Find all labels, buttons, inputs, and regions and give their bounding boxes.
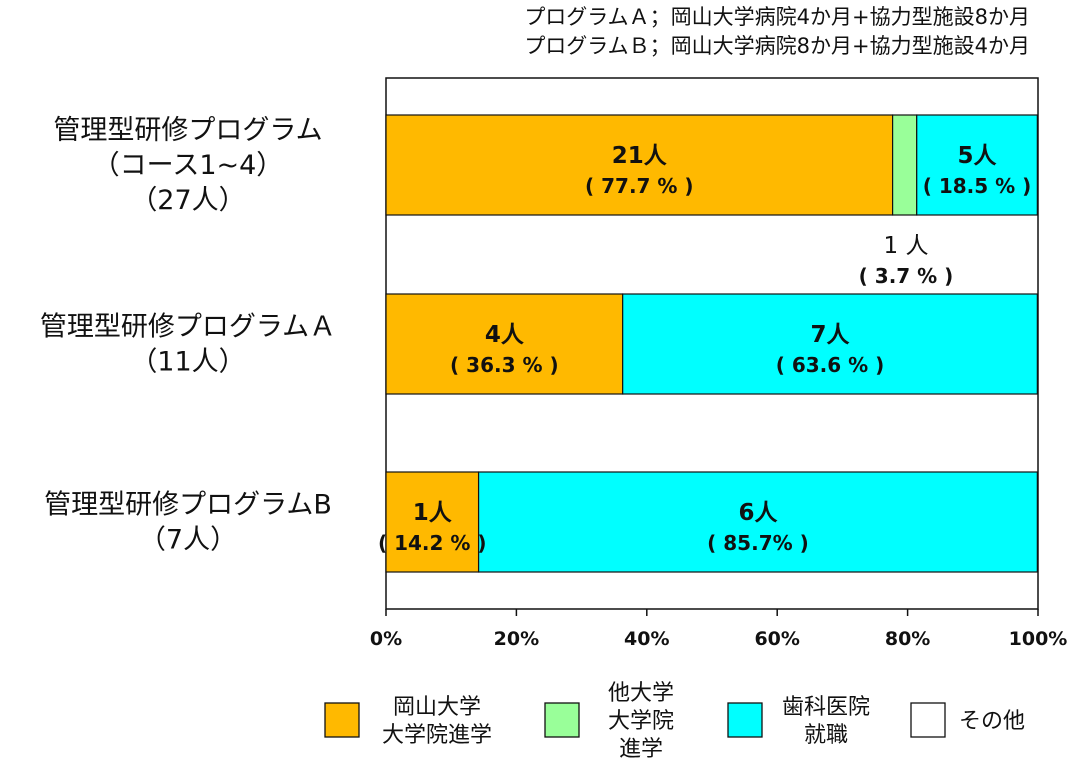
legend-label: 岡山大学 bbox=[393, 695, 481, 720]
legend-label: 大学院進学 bbox=[382, 723, 492, 748]
data-label-0-1: 1 人 ( 3.7 % ) bbox=[859, 233, 954, 288]
category-label-line: 管理型研修プログラムＡ bbox=[40, 312, 336, 343]
data-label-count: 21人 bbox=[612, 143, 668, 169]
data-label-2-1: 6人 ( 85.7% ) bbox=[707, 500, 809, 555]
data-label-percent: ( 18.5 % ) bbox=[923, 174, 1032, 198]
x-tick-label: 20% bbox=[494, 628, 539, 650]
data-labels: 21人 ( 77.7 % ) 1 人 ( 3.7 % ) 5人 ( 18.5 % ) 4人 (… bbox=[378, 143, 1031, 555]
note-program-b: プログラムＢ；岡山大学病院8か月+協力型施設4か月 bbox=[524, 34, 1030, 58]
category-label-line: （11人） bbox=[130, 347, 245, 378]
category-label-line: （27人） bbox=[130, 185, 245, 216]
data-label-count: 6人 bbox=[738, 500, 778, 526]
category-label-0: 管理型研修プログラム （コース1~4） （27人） bbox=[53, 115, 322, 216]
bar-dental-2 bbox=[477, 471, 1038, 573]
data-label-count: 5人 bbox=[958, 143, 998, 169]
legend-swatch bbox=[324, 702, 360, 738]
category-label-line: （コース1~4） bbox=[93, 150, 284, 181]
data-label-1-1: 7人 ( 63.6 % ) bbox=[776, 322, 885, 377]
data-label-percent: ( 63.6 % ) bbox=[776, 353, 885, 377]
data-label-percent: ( 77.7 % ) bbox=[585, 174, 694, 198]
program-notes: プログラムＡ；岡山大学病院4か月+協力型施設8か月 プログラムＢ；岡山大学病院8… bbox=[524, 5, 1030, 58]
legend-swatch bbox=[727, 702, 763, 738]
x-axis: 0% 20% 40% 60% 80% 100% bbox=[370, 609, 1067, 650]
category-label-line: 管理型研修プログラムB bbox=[44, 490, 332, 521]
legend-label: 歯科医院 bbox=[782, 695, 870, 720]
bar-dental-0 bbox=[916, 114, 1038, 216]
data-label-percent: ( 36.3 % ) bbox=[450, 353, 559, 377]
data-label-0-2: 5人 ( 18.5 % ) bbox=[923, 143, 1032, 198]
legend-label: その他 bbox=[959, 709, 1025, 734]
x-tick-label: 60% bbox=[754, 628, 799, 650]
category-label-line: （7人） bbox=[139, 525, 237, 556]
category-label-line: 管理型研修プログラム bbox=[53, 115, 322, 146]
bar-dental-1 bbox=[622, 293, 1038, 395]
bars bbox=[385, 114, 1038, 573]
data-label-percent: ( 85.7% ) bbox=[707, 531, 809, 555]
legend-swatch bbox=[910, 702, 946, 738]
data-label-count: 4人 bbox=[485, 322, 525, 348]
data-label-1-0: 4人 ( 36.3 % ) bbox=[450, 322, 559, 377]
data-label-percent: ( 3.7 % ) bbox=[859, 264, 954, 288]
bar-okayama-2 bbox=[385, 471, 480, 573]
data-label-count: 7人 bbox=[811, 322, 851, 348]
legend-swatch bbox=[544, 702, 580, 738]
note-program-a: プログラムＡ；岡山大学病院4か月+協力型施設8か月 bbox=[524, 5, 1030, 29]
x-tick-label: 100% bbox=[1009, 628, 1068, 650]
bar-okayama-0 bbox=[385, 114, 894, 216]
data-label-0-0: 21人 ( 77.7 % ) bbox=[585, 143, 694, 198]
data-label-2-0: 1人 ( 14.2 % ) bbox=[378, 500, 487, 555]
legend-label: 他大学 bbox=[608, 681, 674, 706]
legend-label: 就職 bbox=[804, 723, 848, 748]
legend-label: 大学院 bbox=[608, 709, 674, 734]
x-tick-label: 80% bbox=[885, 628, 930, 650]
data-label-count: 1人 bbox=[413, 500, 453, 526]
category-label-2: 管理型研修プログラムB （7人） bbox=[44, 490, 332, 556]
x-tick-label: 40% bbox=[624, 628, 669, 650]
category-labels: 管理型研修プログラム（コース1~4）（27人）管理型研修プログラムＡ（11人）管… bbox=[40, 115, 336, 556]
bar-other_univ-0 bbox=[892, 114, 918, 216]
data-label-percent: ( 14.2 % ) bbox=[378, 531, 487, 555]
bar-okayama-1 bbox=[385, 293, 624, 395]
data-label-count: 1 人 bbox=[884, 233, 929, 259]
x-tick-label: 0% bbox=[370, 628, 402, 650]
legend-label: 進学 bbox=[619, 737, 663, 762]
legend-item-other: その他 bbox=[910, 702, 1025, 738]
category-label-1: 管理型研修プログラムＡ （11人） bbox=[40, 312, 336, 378]
